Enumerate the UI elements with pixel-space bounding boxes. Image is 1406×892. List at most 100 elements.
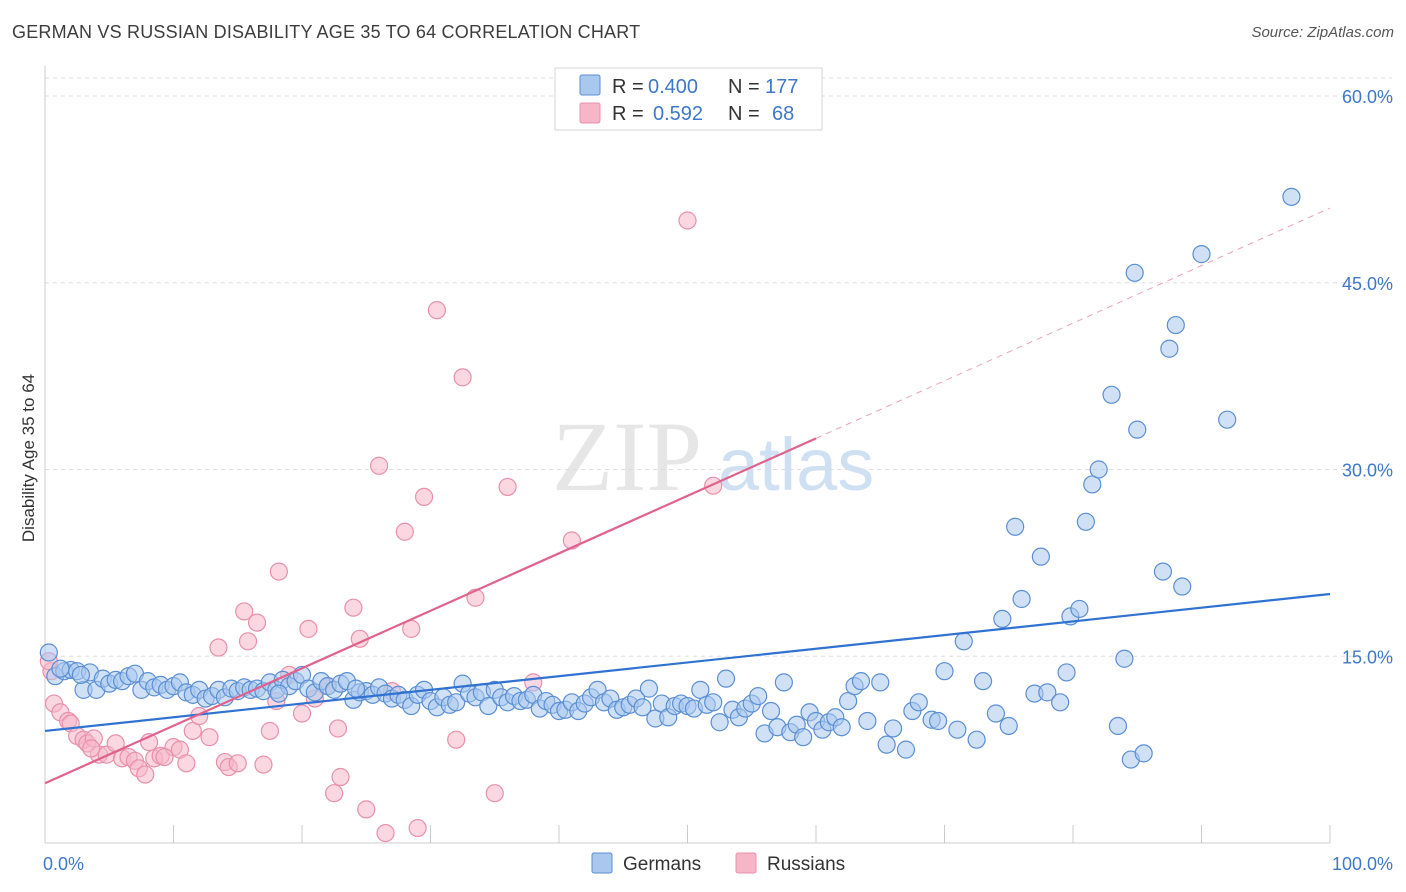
german-point [794,728,813,747]
german-point [1173,577,1192,596]
watermark: ZIP atlas [552,401,874,512]
german-point [1057,663,1076,682]
german-point [986,704,1006,723]
german-point [447,693,466,712]
x-tick-label: 0.0% [43,854,84,874]
german-point [1134,744,1153,763]
russian-trendline [44,437,817,785]
german-point [954,632,973,651]
y-tick-label: 30.0% [1342,461,1393,481]
german-point [1070,599,1089,619]
german-point [51,659,70,678]
russian-r-label: R = [612,103,644,125]
russian-point [498,477,517,497]
german-point [749,686,768,706]
russian-point [269,562,288,581]
german-point [967,730,986,749]
stats-box: R = 0.400 N = 177 R = 0.592 N = 68 [554,67,823,131]
german-point [1125,263,1144,282]
trendlines [44,207,1331,785]
german-point [1031,547,1050,566]
russian-r-value: 0.592 [653,103,703,125]
german-point [883,719,903,738]
legend-german-swatch [591,852,613,874]
german-point [993,609,1012,629]
russian-point [292,704,312,723]
gridlines [45,77,1392,657]
russian-point [254,755,273,774]
german-point [1108,716,1128,736]
german-point [716,669,736,688]
german-point [896,740,916,759]
german-point [1153,562,1173,581]
watermark-atlas: atlas [718,423,874,506]
russian-point [704,476,723,495]
german-r-value: 0.400 [648,76,698,98]
russian-point [82,739,101,758]
russian-point [453,368,472,387]
russian-point [209,638,228,657]
german-point [346,679,366,698]
german-point [1115,649,1134,668]
russian-point [427,301,447,320]
german-point [973,672,993,691]
legend: Germans Russians [591,852,845,875]
tick-labels: 15.0% 30.0% 45.0% 60.0% 0.0% 100.0% [43,87,1393,874]
german-point [1282,187,1301,206]
german-r-label: R = [612,76,644,98]
russian-point [247,613,267,632]
y-tick-label: 45.0% [1342,274,1393,294]
german-point [269,684,288,703]
german-point [858,711,877,731]
german-point [1218,410,1237,429]
german-point [704,693,723,712]
russian-swatch [579,102,601,124]
russian-point [414,487,434,506]
russian-point [344,598,363,617]
german-point [999,716,1018,736]
russian-point [260,721,279,741]
y-axis-label: Disability Age 35 to 64 [19,374,38,542]
german-point [71,665,91,685]
legend-german-label: Germans [623,854,701,875]
russian-point [136,765,155,784]
german-point [948,720,967,739]
chart-title: GERMAN VS RUSSIAN DISABILITY AGE 35 TO 6… [12,22,641,42]
russian-point [299,619,318,638]
german-point [710,713,729,732]
german-point [1006,517,1025,536]
russian-point [177,754,196,773]
source-credit: Source: ZipAtlas.com [1251,24,1394,41]
german-point [1089,460,1108,479]
russian-point [678,211,697,230]
german-swatch [579,74,601,96]
german-point [761,701,781,721]
y-tick-label: 60.0% [1342,87,1393,107]
russian-n-label: N = [728,103,760,125]
german-point [633,698,652,717]
russian-point [238,632,258,651]
russian-point [155,747,174,767]
german-point [851,672,871,691]
x-tick-label: 100.0% [1332,854,1393,874]
russian-point [235,602,254,621]
russian-point [325,784,344,803]
german-point [774,673,793,692]
russian-point [228,754,247,773]
russian-point [331,767,350,787]
watermark-zip: ZIP [552,401,702,512]
russian-point [376,823,395,843]
russian-trendline-extension [815,207,1331,439]
german-points [39,187,1301,769]
german-point [1166,315,1185,335]
legend-russian-swatch [735,852,757,874]
german-point [832,718,851,737]
legend-russian-label: Russians [767,854,845,875]
german-point [1012,589,1031,609]
russian-point [408,818,427,838]
russian-point [395,522,414,541]
german-point [1128,420,1147,439]
russian-point [328,719,348,738]
german-point [639,679,659,698]
